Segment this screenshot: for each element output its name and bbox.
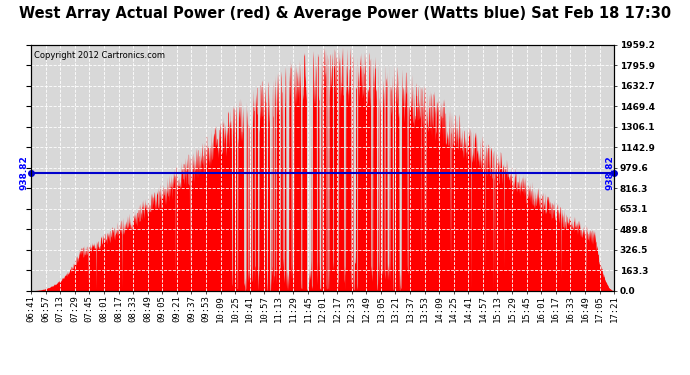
Text: 938.82: 938.82 (19, 156, 28, 190)
Text: 938.82: 938.82 (605, 156, 614, 190)
Text: West Array Actual Power (red) & Average Power (Watts blue) Sat Feb 18 17:30: West Array Actual Power (red) & Average … (19, 6, 671, 21)
Text: Copyright 2012 Cartronics.com: Copyright 2012 Cartronics.com (34, 51, 165, 60)
